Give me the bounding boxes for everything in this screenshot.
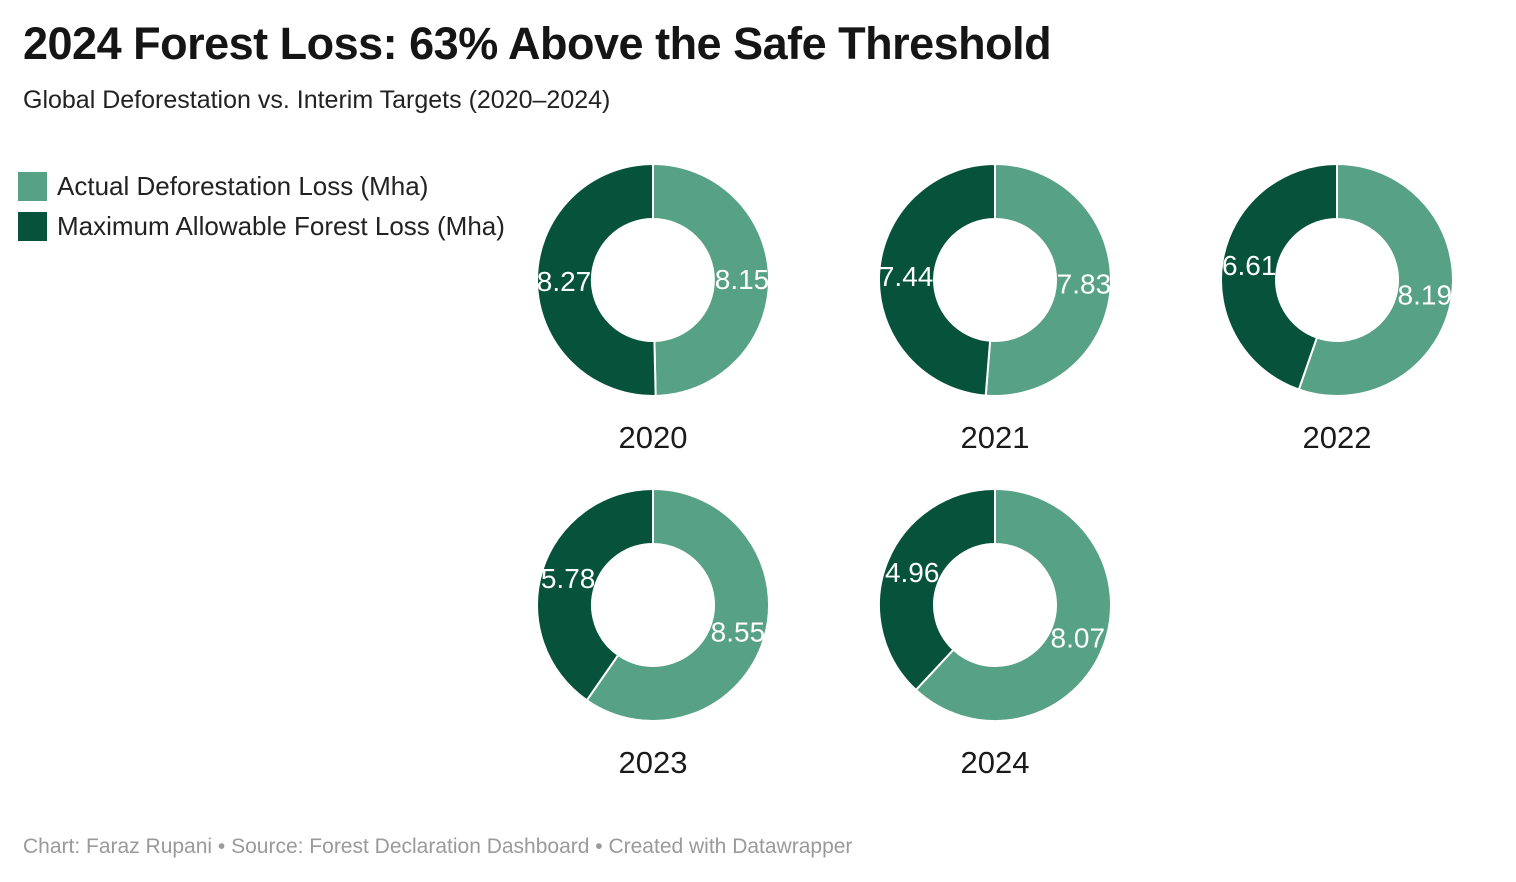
donut-chart-2021: 7.83 7.44 (875, 160, 1115, 400)
legend-item-max: Maximum Allowable Forest Loss (Mha) (18, 212, 505, 241)
donut-chart-2020: 8.15 8.27 (533, 160, 773, 400)
donut-slice-actual-2024[interactable] (914, 487, 1112, 722)
slice-value-label-max-2020: 8.27 (537, 266, 592, 297)
chart-subtitle: Global Deforestation vs. Interim Targets… (23, 86, 611, 114)
legend-item-actual: Actual Deforestation Loss (Mha) (18, 172, 505, 201)
donut-slice-actual-2022[interactable] (1297, 162, 1454, 397)
donut-slice-actual-2023[interactable] (585, 487, 770, 722)
legend-item-label: Actual Deforestation Loss (Mha) (57, 171, 429, 201)
slice-value-label-actual-2024: 8.07 (1051, 622, 1106, 653)
year-label-2020: 2020 (618, 420, 688, 455)
donut-svg-2024: 8.07 4.96 (878, 487, 1112, 722)
slice-value-label-actual-2023: 8.55 (711, 616, 766, 647)
legend-item-label: Maximum Allowable Forest Loss (Mha) (57, 211, 505, 241)
donut-chart-2023: 8.55 5.78 (533, 485, 773, 725)
donut-slice-max-2022[interactable] (1220, 162, 1338, 391)
donut-slice-max-2024[interactable] (878, 487, 996, 692)
slice-value-label-actual-2022: 8.19 (1398, 280, 1453, 311)
donut-slice-max-2023[interactable] (536, 487, 654, 702)
donut-svg-2023: 8.55 5.78 (536, 487, 770, 722)
donut-slice-actual-2021[interactable] (984, 162, 1112, 397)
slice-value-label-max-2022: 6.61 (1222, 250, 1277, 281)
chart-footer-byline: Chart: Faraz Rupani • Source: Forest Dec… (23, 835, 853, 858)
donut-chart-2022: 8.19 6.61 (1217, 160, 1457, 400)
legend-swatch-icon (18, 172, 47, 201)
slice-value-label-max-2021: 7.44 (879, 261, 934, 292)
donut-slice-max-2021[interactable] (878, 162, 996, 397)
slice-value-label-actual-2020: 8.15 (715, 264, 770, 295)
donut-svg-2020: 8.15 8.27 (536, 162, 770, 397)
year-label-2023: 2023 (618, 745, 688, 780)
year-label-2024: 2024 (960, 745, 1030, 780)
donut-slice-max-2020[interactable] (536, 162, 657, 397)
legend: Actual Deforestation Loss (Mha) Maximum A… (18, 172, 505, 241)
slice-value-label-actual-2021: 7.83 (1057, 268, 1112, 299)
donut-chart-2024: 8.07 4.96 (875, 485, 1115, 725)
donut-svg-2022: 8.19 6.61 (1220, 162, 1454, 397)
slice-value-label-max-2023: 5.78 (541, 563, 596, 594)
legend-swatch-icon (18, 212, 47, 241)
year-label-2022: 2022 (1302, 420, 1372, 455)
slice-value-label-max-2024: 4.96 (885, 557, 940, 588)
donut-svg-2021: 7.83 7.44 (878, 162, 1112, 397)
donut-slice-actual-2020[interactable] (652, 162, 770, 397)
year-label-2021: 2021 (960, 420, 1030, 455)
chart-title: 2024 Forest Loss: 63% Above the Safe Thr… (23, 18, 1052, 69)
